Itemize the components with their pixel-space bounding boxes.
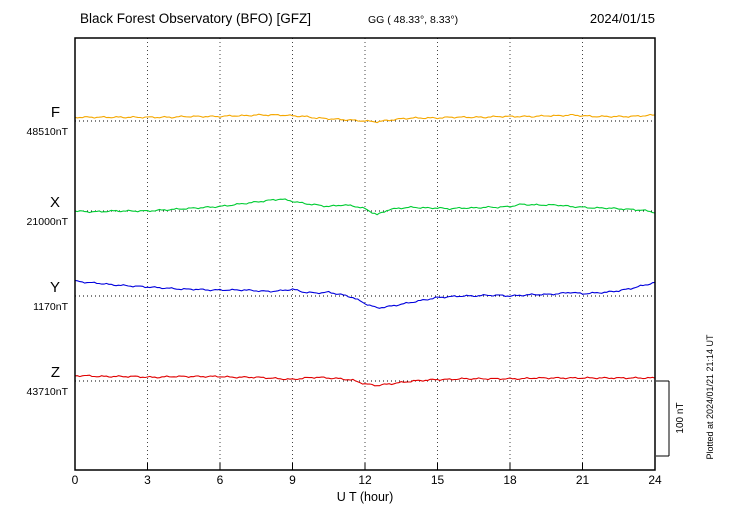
baseline-value-z: 43710nT: [27, 386, 69, 398]
x-tick-label: 0: [72, 473, 79, 487]
trace-x: [74, 198, 656, 216]
plot-date: 2024/01/15: [590, 11, 655, 26]
trace-y: [74, 279, 656, 309]
trace-f: [74, 113, 656, 124]
observatory-coordinates: GG ( 48.33°, 8.33°): [368, 14, 458, 26]
gridlines-layer: [74, 38, 656, 470]
x-tick-label: 6: [217, 473, 224, 487]
baseline-value-x: 21000nT: [27, 216, 69, 228]
series-label-y: Y: [50, 279, 60, 296]
x-tick-label: 3: [144, 473, 151, 487]
x-axis-label: U T (hour): [337, 490, 394, 504]
series-label-z: Z: [51, 364, 60, 381]
series-label-x: X: [50, 194, 60, 211]
observatory-title: Black Forest Observatory (BFO) [GFZ]: [80, 11, 311, 26]
x-tick-label: 18: [503, 473, 517, 487]
baseline-value-f: 48510nT: [27, 126, 69, 138]
traces-layer: [74, 113, 656, 387]
scale-bar: 100 nT: [656, 380, 686, 457]
series-label-f: F: [51, 104, 60, 121]
x-tick-label: 12: [358, 473, 372, 487]
scale-bar-label: 100 nT: [675, 402, 686, 433]
x-tick-labels-layer: 0 3 6 9 12 15 18 21 24: [72, 473, 662, 487]
plotted-at-note: Plotted at 2024/01/21 21:14 UT: [705, 334, 715, 460]
baseline-value-y: 1170nT: [33, 301, 68, 313]
trace-z: [74, 374, 656, 387]
x-tick-label: 21: [576, 473, 590, 487]
x-tick-label: 24: [648, 473, 662, 487]
x-tick-label: 15: [431, 473, 445, 487]
x-tick-label: 9: [289, 473, 296, 487]
plot-frame: [74, 37, 656, 471]
